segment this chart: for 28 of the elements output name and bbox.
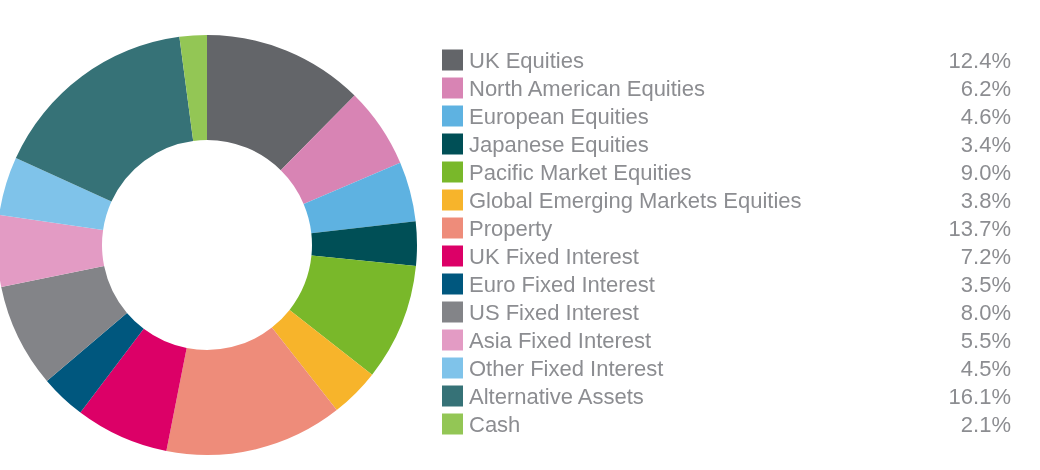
data-label: 4.5% bbox=[960, 355, 1011, 381]
data-label: 16.1% bbox=[948, 383, 1011, 409]
data-label: 13.7% bbox=[948, 215, 1011, 241]
legend-label: Alternative Assets bbox=[469, 383, 644, 409]
legend-label: Pacific Market Equities bbox=[469, 159, 692, 185]
data-label: 9.0% bbox=[960, 159, 1011, 185]
data-label: 7.2% bbox=[960, 243, 1011, 269]
legend-label: North American Equities bbox=[469, 75, 705, 101]
data-label: 4.6% bbox=[960, 103, 1011, 129]
legend-label: Japanese Equities bbox=[469, 131, 649, 157]
data-label: 2.1% bbox=[960, 411, 1011, 437]
legend-label: Global Emerging Markets Equities bbox=[469, 187, 802, 213]
data-label: 3.4% bbox=[960, 131, 1011, 157]
legend-label: Other Fixed Interest bbox=[469, 355, 664, 381]
data-label: 12.4% bbox=[948, 47, 1011, 73]
legend-label: US Fixed Interest bbox=[469, 299, 639, 325]
legend-label: Euro Fixed Interest bbox=[469, 271, 655, 297]
data-label: 3.5% bbox=[960, 271, 1011, 297]
legend-label: UK Equities bbox=[469, 47, 584, 73]
legend-label: Asia Fixed Interest bbox=[469, 327, 652, 353]
data-label: 6.2% bbox=[960, 75, 1011, 101]
legend-label: European Equities bbox=[469, 103, 649, 129]
data-label: 5.5% bbox=[960, 327, 1011, 353]
legend-label: Cash bbox=[469, 411, 521, 437]
legend-label: Property bbox=[469, 215, 553, 241]
data-label: 8.0% bbox=[960, 299, 1011, 325]
legend-label: UK Fixed Interest bbox=[469, 243, 639, 269]
data-label: 3.8% bbox=[960, 187, 1011, 213]
